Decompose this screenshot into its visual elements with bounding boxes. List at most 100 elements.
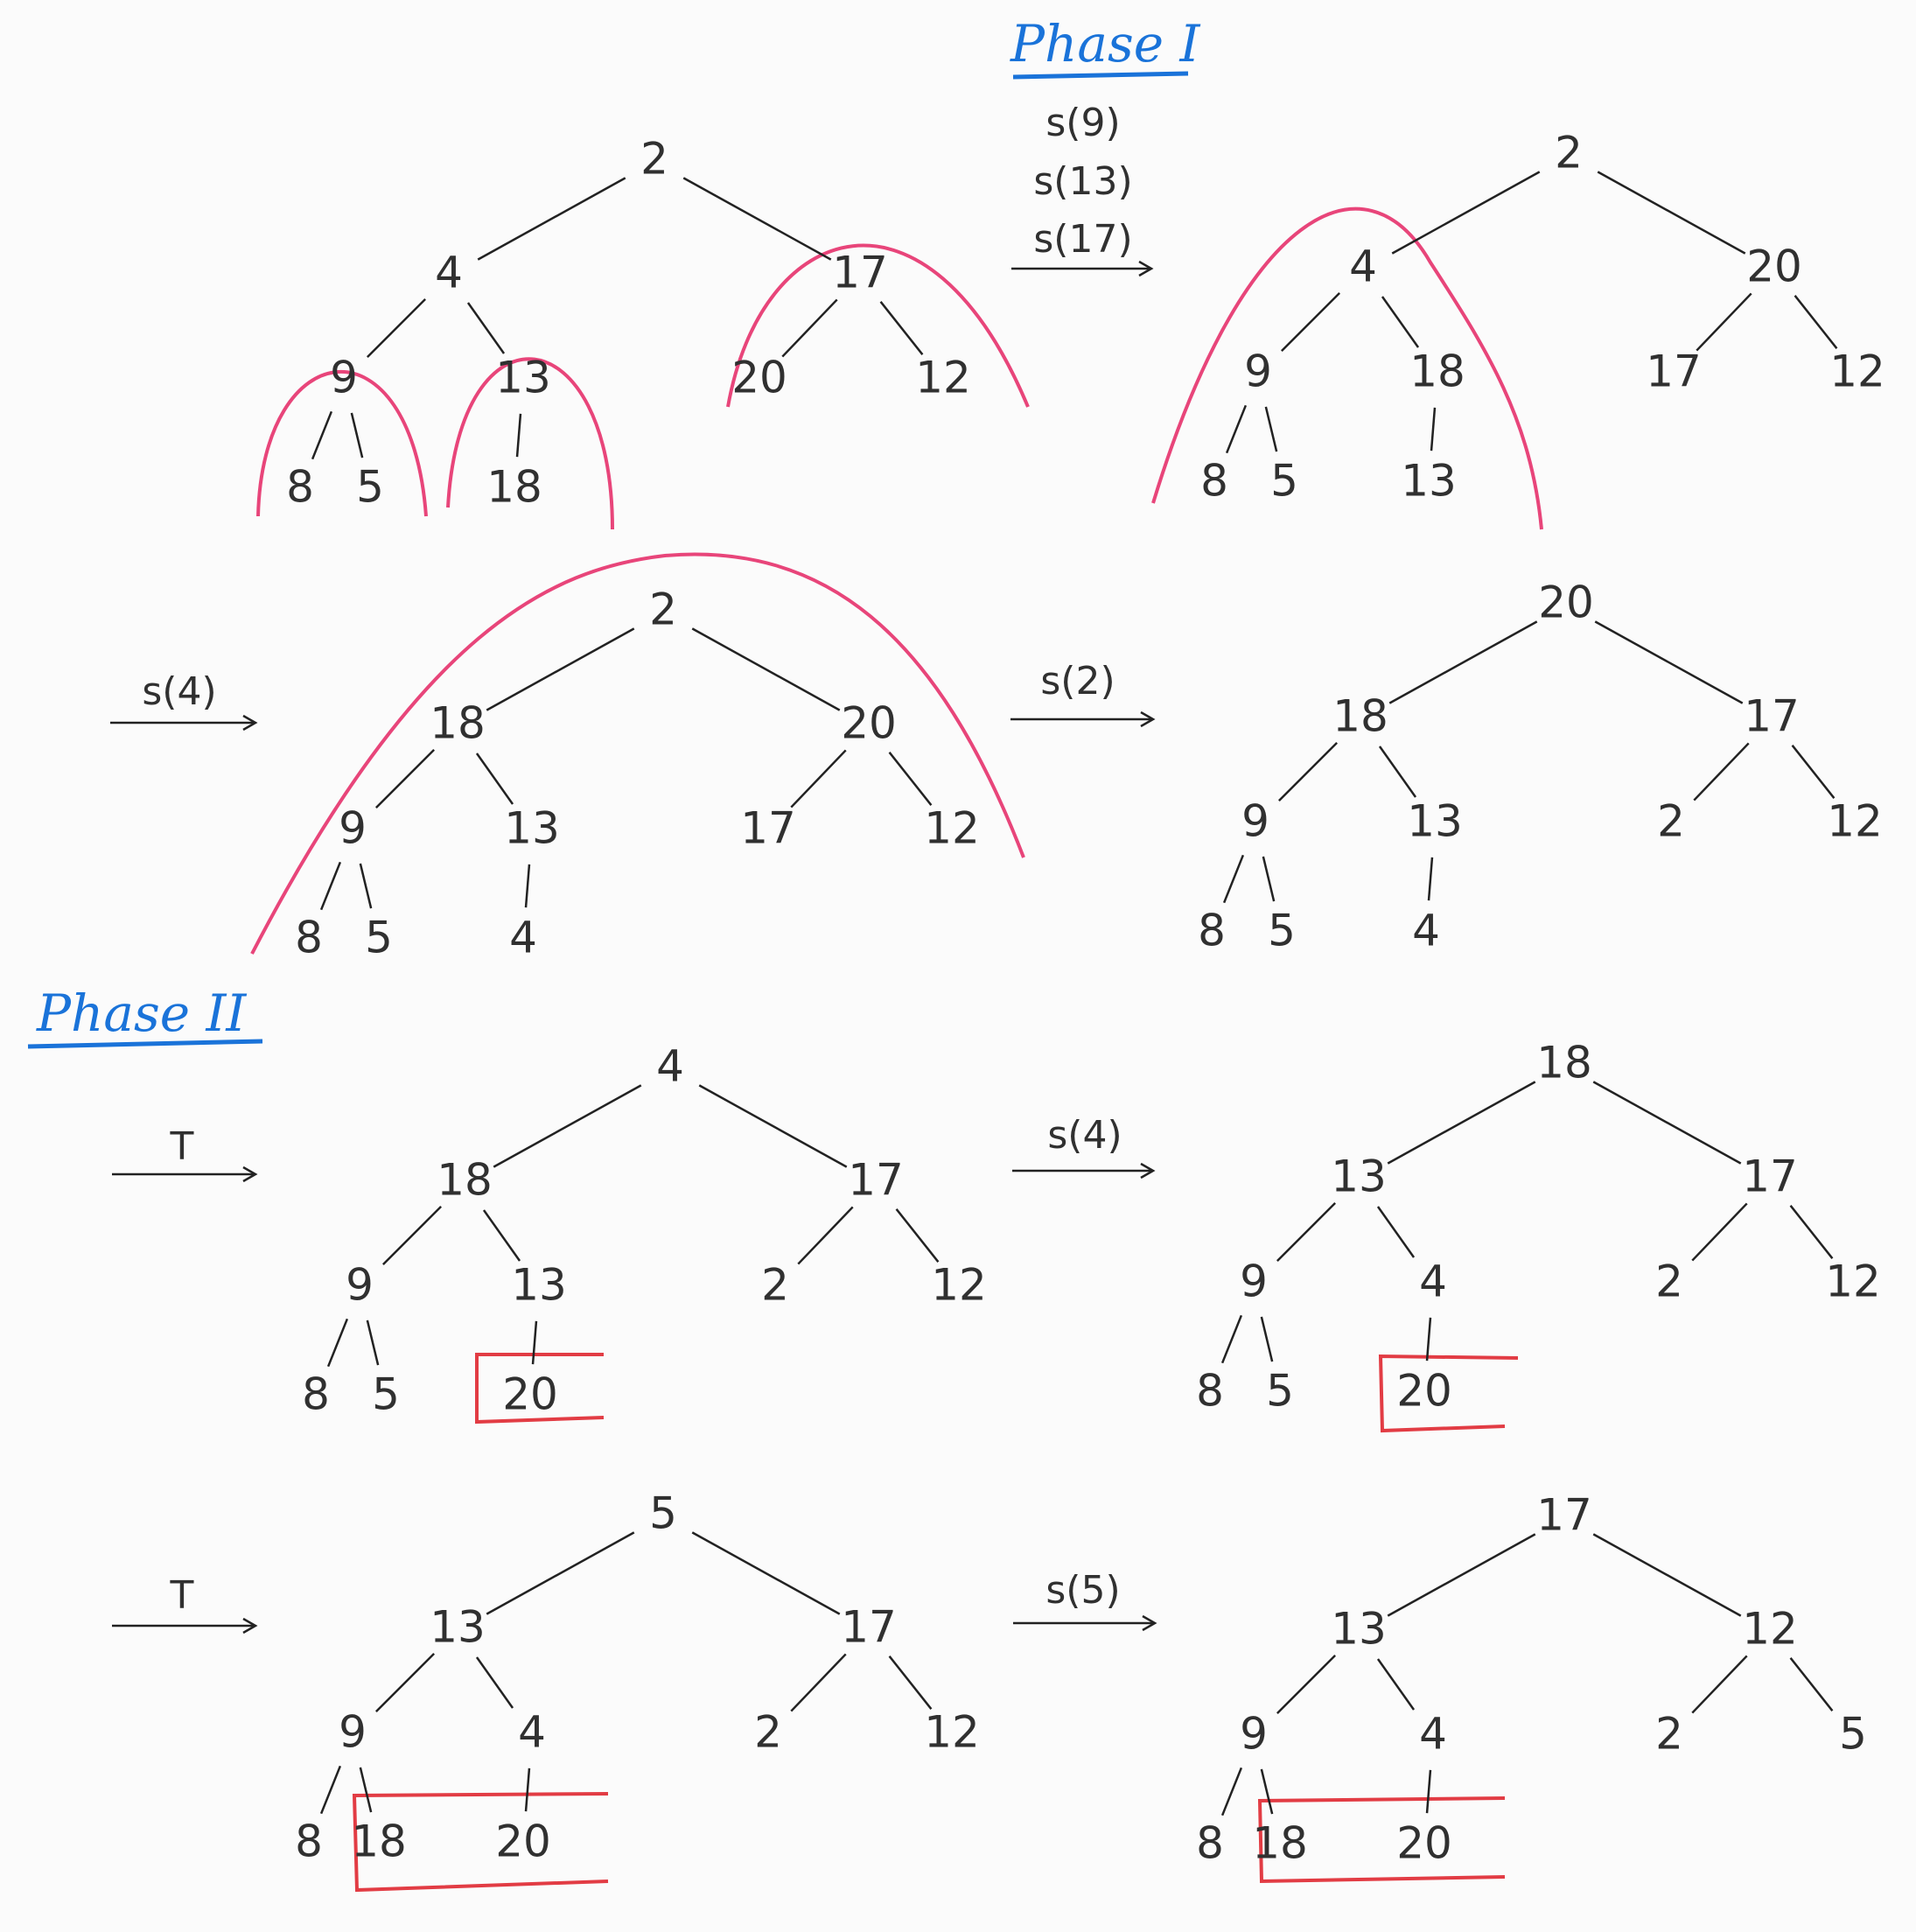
tree-node: 17	[1744, 691, 1800, 742]
operation-4: T	[112, 1124, 258, 1183]
op-arrowhead-5	[1140, 1162, 1156, 1180]
tree-node: 18	[430, 698, 486, 749]
tree-node: 13	[495, 353, 551, 403]
tree-edge	[1387, 1533, 1536, 1617]
operation-2: s(4)	[110, 669, 258, 732]
tree-node: 12	[1827, 796, 1883, 847]
tree-node: 18	[486, 462, 542, 513]
op-label-s4-a: s(4)	[142, 669, 216, 714]
tree-edge	[1388, 620, 1538, 704]
tree-node: 13	[511, 1260, 567, 1311]
op-label-s4-b: s(4)	[1047, 1113, 1122, 1158]
heap-arc-4	[1151, 206, 1543, 530]
tree-edge	[486, 627, 635, 711]
tree-edge	[1391, 171, 1541, 255]
tree-edge	[319, 1765, 342, 1815]
tree-node: 9	[330, 353, 358, 403]
tree-node: 5	[1268, 906, 1296, 956]
tree-node: 4	[1419, 1256, 1447, 1307]
tree-node: 4	[1412, 906, 1440, 956]
tree-node: 5	[372, 1369, 400, 1420]
tree-node: 20	[1396, 1366, 1452, 1417]
op-arrowhead-4	[242, 1166, 258, 1183]
sorted-box-1	[475, 1353, 605, 1424]
tree-node: 5	[649, 1488, 677, 1539]
tree-edge	[319, 861, 342, 911]
tree-edge	[1794, 295, 1838, 349]
tree-node: 13	[1331, 1152, 1387, 1202]
op-arrowhead-2	[242, 714, 258, 732]
operation-5: s(4)	[1012, 1113, 1156, 1180]
tree-node: 8	[302, 1369, 330, 1420]
phase-2-underline	[27, 1039, 263, 1049]
tree-3: 2 18 20 9 13 17 12 8 5 4	[295, 584, 980, 963]
tree-edge	[1222, 854, 1245, 904]
tree-edge	[895, 1208, 940, 1263]
tree-node: 5	[1839, 1709, 1867, 1760]
phase-2-heading: Phase II	[27, 984, 263, 1049]
tree-node: 8	[1200, 456, 1228, 507]
tree-node: 13	[1401, 456, 1457, 507]
tree-node: 9	[346, 1260, 374, 1311]
tree-node: 9	[339, 1707, 367, 1758]
op-arrowhead-1	[1138, 260, 1154, 277]
tree-edge	[486, 1531, 635, 1615]
tree-edge	[366, 298, 427, 359]
tree-edge	[1789, 1205, 1834, 1259]
tree-node: 17	[1536, 1490, 1592, 1541]
op-label-s9: s(9)	[1045, 101, 1120, 145]
tree-6: 18 13 17 9 4 2 12 8 5 20	[1196, 1038, 1881, 1417]
tree-node: 13	[430, 1602, 486, 1653]
tree-node: 12	[931, 1260, 987, 1311]
tree-edge	[515, 413, 522, 458]
tree-node: 2	[1657, 796, 1685, 847]
tree-edge	[493, 1084, 642, 1168]
tree-node: 9	[1240, 1709, 1268, 1760]
tree-edge	[1691, 1202, 1748, 1262]
tree-node: 12	[1742, 1604, 1798, 1655]
tree-edge	[1425, 1769, 1432, 1814]
tree-node: 12	[924, 803, 980, 854]
tree-edge	[790, 749, 847, 808]
tree-edge	[879, 301, 924, 355]
tree-node: 20	[495, 1816, 551, 1867]
tree-edge	[524, 1768, 531, 1812]
tree-node: 5	[356, 462, 384, 513]
op-arrowhead-6	[242, 1617, 258, 1634]
tree-edge	[326, 1318, 349, 1368]
op-label-s5: s(5)	[1045, 1568, 1120, 1613]
op-arrowhead-7	[1142, 1614, 1157, 1632]
tree-edge	[691, 627, 841, 711]
tree-node: 9	[1244, 346, 1272, 397]
tree-5: 4 18 17 9 13 2 12 8 5 20	[302, 1041, 987, 1420]
sorted-box-3	[352, 1792, 609, 1893]
tree-edge	[374, 1652, 436, 1713]
tree-node: 20	[1746, 242, 1802, 292]
tree-edge	[477, 177, 626, 261]
sorted-box-2	[1378, 1354, 1519, 1433]
tree-node: 18	[1252, 1818, 1308, 1869]
tree-node: 13	[1407, 796, 1463, 847]
tree-edge	[1425, 1317, 1432, 1362]
tree-node: 4	[1419, 1709, 1447, 1760]
tree-1: 2 4 17 9 13 20 12 8 5 18	[286, 134, 971, 513]
tree-edge	[359, 1767, 373, 1813]
tree-edge	[1430, 407, 1437, 452]
tree-node: 17	[1742, 1152, 1798, 1202]
tree-node: 4	[509, 913, 537, 963]
tree-edge	[475, 752, 514, 805]
heap-arc-2	[250, 552, 1025, 955]
tree-edge	[1277, 741, 1339, 802]
tree-node: 2	[754, 1707, 782, 1758]
tree-edge	[790, 1653, 847, 1712]
phase-1-underline	[1012, 71, 1189, 80]
phase-2-title: Phase II	[36, 984, 247, 1043]
tree-node: 8	[286, 462, 314, 513]
op-label-t-b: T	[170, 1573, 194, 1618]
tree-edge	[1220, 1767, 1243, 1816]
tree-edge	[797, 1206, 854, 1265]
tree-edge	[1381, 296, 1420, 348]
tree-node: 13	[1331, 1604, 1387, 1655]
